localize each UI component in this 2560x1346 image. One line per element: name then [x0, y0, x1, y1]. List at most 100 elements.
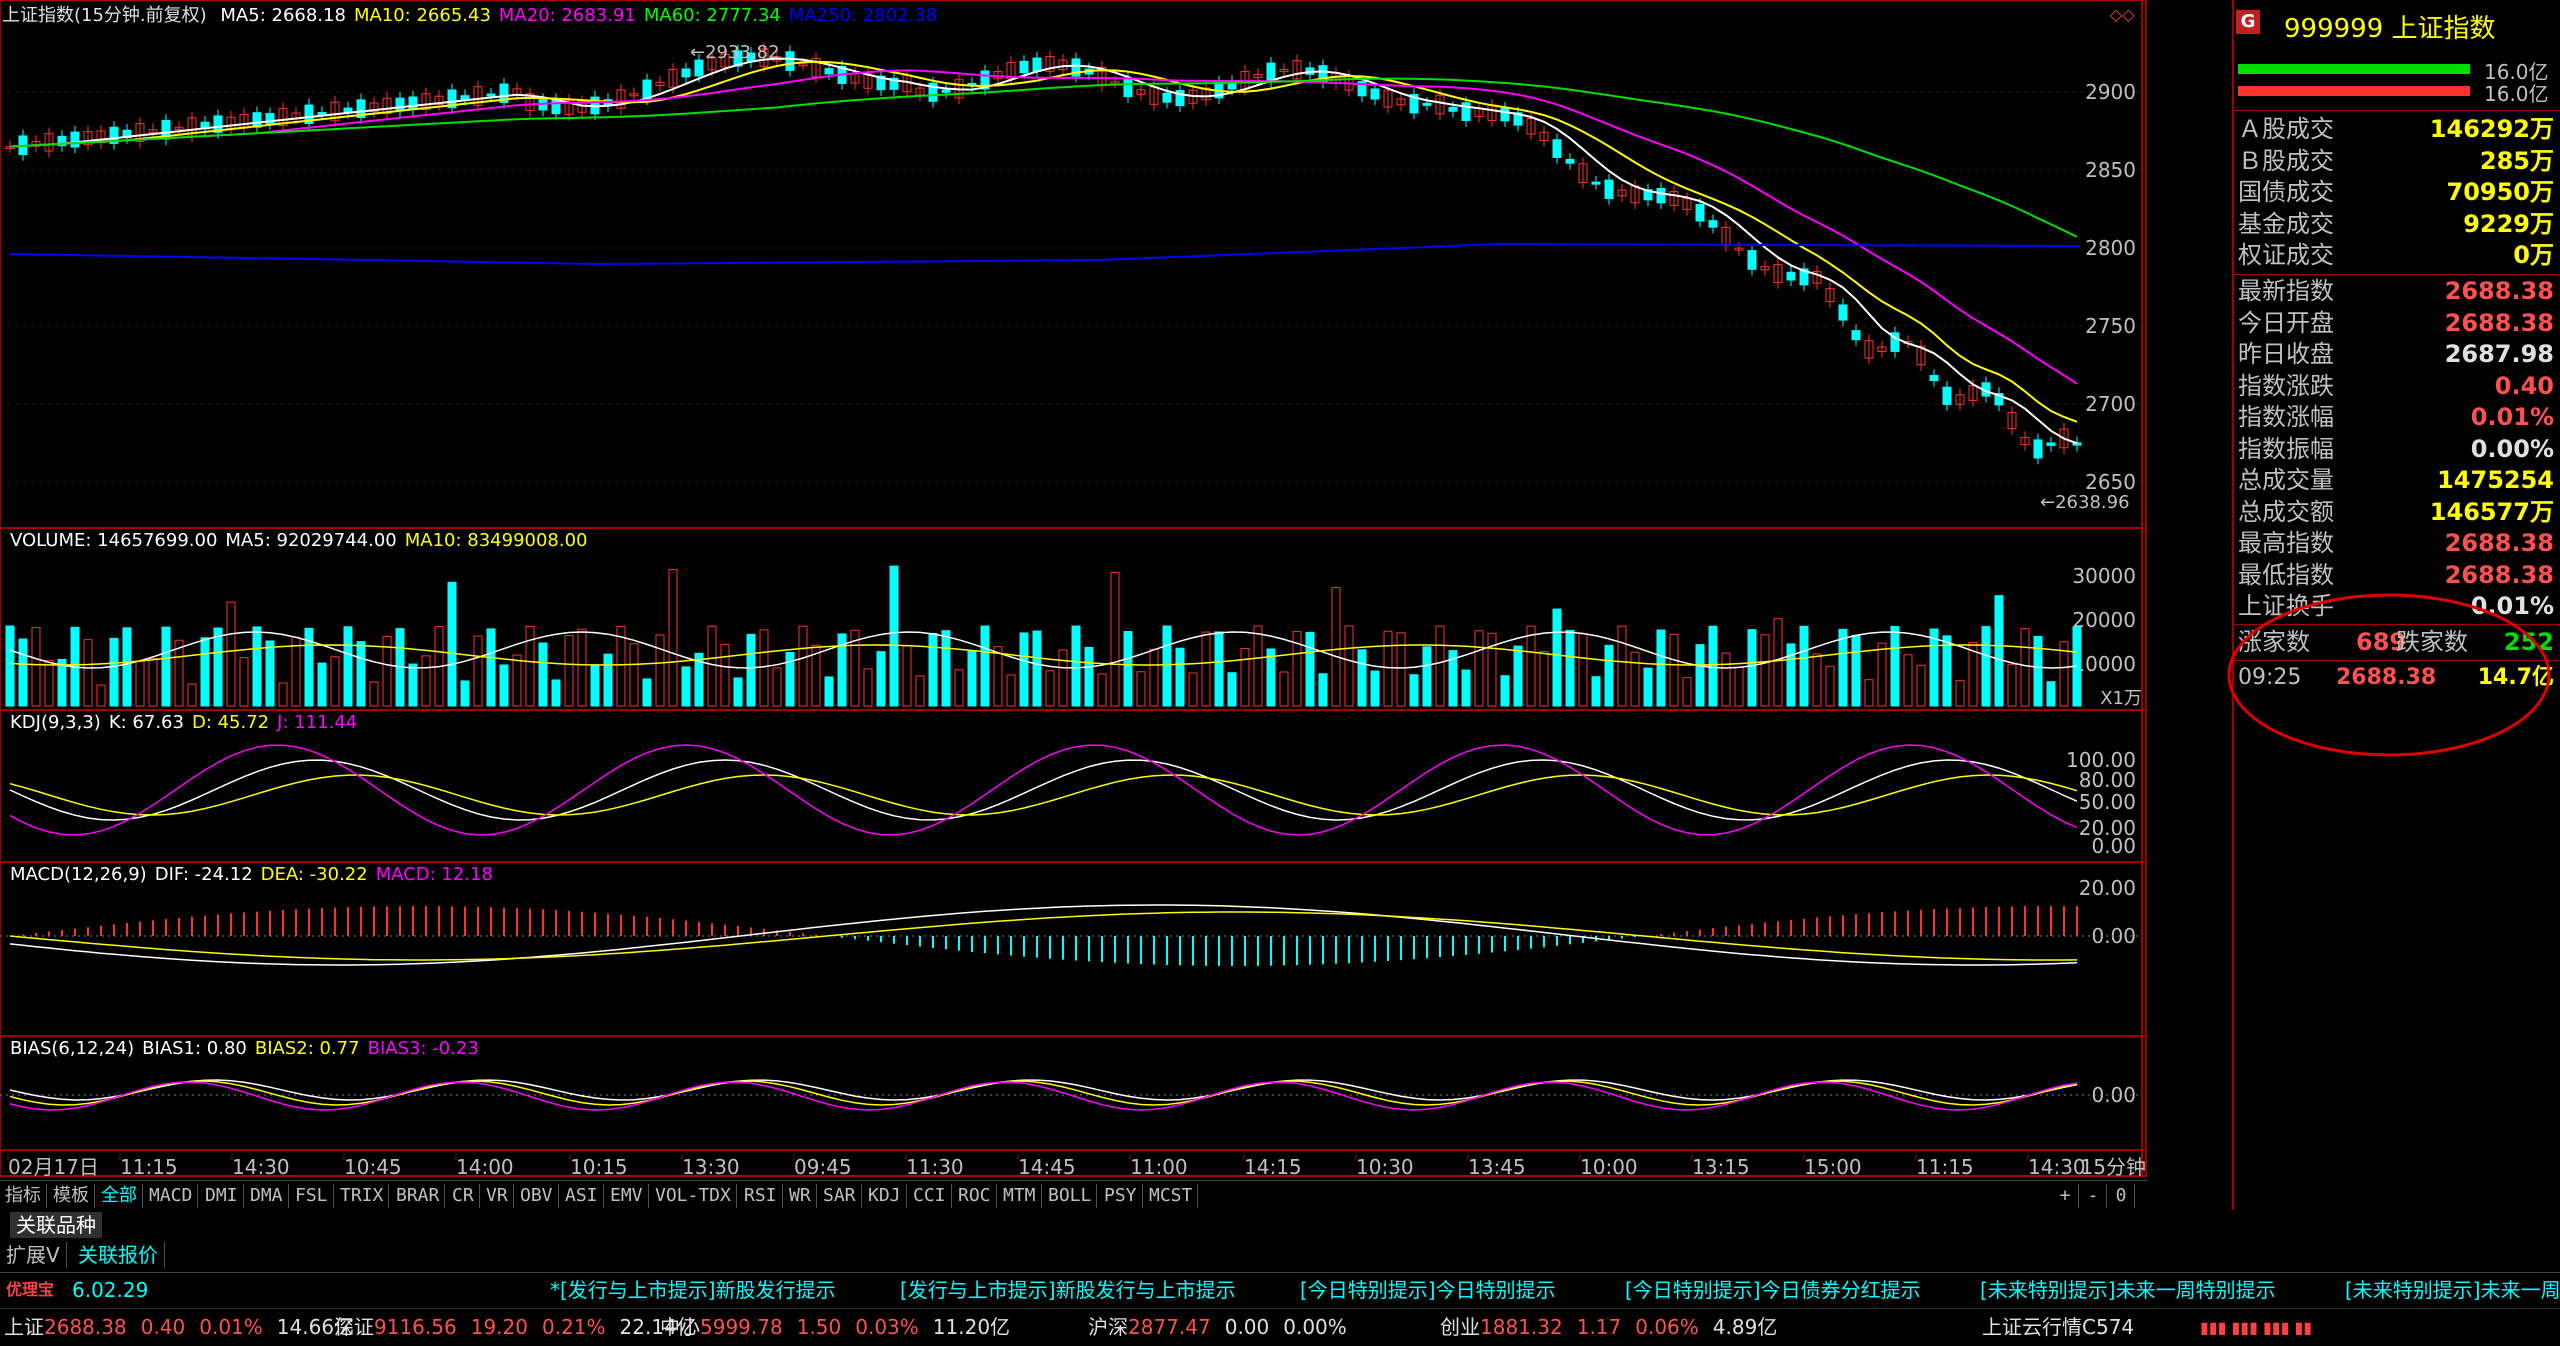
- volume-bar: [642, 678, 652, 707]
- time-axis-label: 13:30: [682, 1155, 740, 1179]
- indicator-tab[interactable]: BRAR: [391, 1184, 446, 1208]
- indicator-tab[interactable]: CR: [447, 1184, 480, 1208]
- indicator-tab[interactable]: FSL: [290, 1184, 334, 1208]
- candle-body: [473, 86, 483, 106]
- volume-bar: [1396, 632, 1406, 707]
- candle-body: [1201, 87, 1211, 101]
- indicator-tab[interactable]: WR: [784, 1184, 817, 1208]
- status-icons[interactable]: ▮▮▮ ▮▮▮ ▮▮▮ ▮▮: [2200, 1318, 2313, 1337]
- news-item[interactable]: *[发行与上市提示]新股发行提示: [550, 1278, 836, 1302]
- volume-bar: [759, 629, 769, 707]
- volume-bar: [265, 640, 275, 707]
- volume-ma5-line: [9, 631, 2078, 669]
- candle-body: [1916, 345, 1926, 366]
- diamond-icon[interactable]: ◇◇: [2110, 5, 2135, 24]
- candle-body: [824, 68, 834, 75]
- quote-row-value: 9229万: [2463, 209, 2554, 238]
- candle-body: [1864, 340, 1874, 359]
- quote-row-value: 146292万: [2429, 115, 2554, 143]
- chart-canvas[interactable]: 2900 2850 2800 2750 2700 2650 30000 20000 10000 X…: [0, 0, 2148, 1180]
- ma-legend-item: MA20: 2683.91: [498, 5, 636, 26]
- status-index-item[interactable]: 上证2688.38 0.40 0.01% 14.66亿: [4, 1309, 354, 1346]
- indicator-tab[interactable]: KDJ: [863, 1184, 907, 1208]
- status-index-change: 0.00: [1224, 1315, 1270, 1339]
- indicator-tab[interactable]: BOLL: [1043, 1184, 1098, 1208]
- volume-bar: [460, 680, 470, 707]
- volume-pane-header: VOLUME: 14657699.00 MA5: 92029744.00 MA10:…: [2, 530, 588, 552]
- indicator-tab[interactable]: VOL-TDX: [650, 1184, 737, 1208]
- status-index-name: 上证: [4, 1315, 44, 1339]
- volume-bar: [1734, 666, 1744, 707]
- candle-body: [1929, 375, 1939, 382]
- indicator-tab[interactable]: ASI: [560, 1184, 604, 1208]
- indicator-tab[interactable]: MCST: [1144, 1184, 1199, 1208]
- news-item[interactable]: [未来特别提示]未来一周特别提示: [1980, 1278, 2276, 1302]
- volume-bar: [1877, 642, 1887, 707]
- news-item[interactable]: [未来特别提示]未来一周: [2345, 1278, 2560, 1302]
- bias-legend-item: BIAS3: -0.23: [367, 1038, 479, 1059]
- candle-body: [1747, 250, 1757, 270]
- status-index-item[interactable]: 创业1881.32 1.17 0.06% 4.89亿: [1440, 1309, 1777, 1346]
- kdj-axis-label: 0.00: [2091, 834, 2136, 858]
- candle-body: [1825, 288, 1835, 303]
- indicator-tab[interactable]: CCI: [908, 1184, 952, 1208]
- quote-row: 总成交量 1475254: [2236, 465, 2558, 496]
- indicator-tab[interactable]: SAR: [818, 1184, 862, 1208]
- tick-row[interactable]: 09:25 2688.38 14.7亿: [2236, 662, 2558, 693]
- volume-bar: [629, 643, 639, 707]
- related-products-tab[interactable]: 关联品种: [10, 1212, 102, 1238]
- macd-dea-line: [9, 911, 2078, 961]
- status-index-amount: 11.20亿: [932, 1315, 1011, 1339]
- indicator-tab[interactable]: OBV: [515, 1184, 559, 1208]
- indicator-tab[interactable]: 模板: [48, 1184, 95, 1208]
- candle-body: [889, 77, 899, 90]
- g-badge-icon[interactable]: G: [2236, 10, 2260, 34]
- indicator-tab[interactable]: TRIX: [335, 1184, 390, 1208]
- quote-row: 今日开盘 2688.38: [2236, 308, 2558, 339]
- indicator-tab[interactable]: DMI: [200, 1184, 244, 1208]
- candle-body: [265, 113, 275, 124]
- buy-volume-bar: [2238, 64, 2470, 74]
- divider: [2234, 274, 2560, 275]
- volume-legend-item: MA5: 92029744.00: [225, 530, 397, 551]
- candle-body: [1851, 330, 1861, 341]
- indicator-tab[interactable]: ROC: [953, 1184, 997, 1208]
- volume-ma10-line: [9, 644, 2078, 666]
- indicator-tab[interactable]: EMV: [605, 1184, 649, 1208]
- tick-amount: 14.7亿: [2477, 665, 2554, 690]
- indicator-tab[interactable]: 全部: [96, 1184, 143, 1208]
- indicator-tab[interactable]: 指标: [0, 1184, 47, 1208]
- news-item[interactable]: [今日特别提示]今日特别提示: [1300, 1278, 1556, 1302]
- status-index-item[interactable]: 深证9116.56 19.20 0.21% 22.14亿: [334, 1309, 697, 1346]
- indicator-tab[interactable]: MACD: [144, 1184, 199, 1208]
- indicator-tab[interactable]: MTM: [998, 1184, 1042, 1208]
- indicator-tab[interactable]: RSI: [739, 1184, 783, 1208]
- status-index-item[interactable]: 中小5999.78 1.50 0.03% 11.20亿: [660, 1309, 1010, 1346]
- macd-legend-item: MACD(12,26,9): [10, 864, 147, 885]
- candle-body: [1994, 393, 2004, 406]
- scroll-control-button[interactable]: -: [2080, 1184, 2107, 1208]
- status-index-item[interactable]: 沪深2877.47 0.00 0.00%: [1088, 1309, 1361, 1346]
- volume-bar: [1968, 641, 1978, 707]
- volume-bar: [1643, 667, 1653, 707]
- indicator-tab[interactable]: VR: [481, 1184, 514, 1208]
- status-index-change: 19.20: [470, 1315, 528, 1339]
- status-index-name: 创业: [1440, 1315, 1480, 1339]
- news-item[interactable]: [今日特别提示]今日债券分红提示: [1625, 1278, 1921, 1302]
- related-quote-tab[interactable]: 关联报价: [72, 1242, 165, 1268]
- volume-bar: [1786, 643, 1796, 707]
- indicator-tab[interactable]: PSY: [1099, 1184, 1143, 1208]
- quote-row: 国债成交 70950万: [2236, 177, 2558, 208]
- kline-chart-area[interactable]: 2900 2850 2800 2750 2700 2650 30000 20000 10000 X…: [0, 0, 2148, 1190]
- volume-bar: [837, 633, 847, 707]
- volume-bar: [1448, 650, 1458, 707]
- indicator-tab[interactable]: DMA: [245, 1184, 289, 1208]
- time-axis-label: 10:30: [1356, 1155, 1414, 1179]
- status-index-price: 5999.78: [700, 1315, 783, 1339]
- news-item[interactable]: [发行与上市提示]新股发行与上市提示: [900, 1278, 1236, 1302]
- scroll-control-button[interactable]: +: [2052, 1184, 2079, 1208]
- expand-tab[interactable]: 扩展V: [0, 1242, 67, 1268]
- volume-bar: [1851, 634, 1861, 707]
- scroll-control-button[interactable]: 0: [2108, 1184, 2135, 1208]
- period-label[interactable]: 15分钟: [2081, 1155, 2146, 1179]
